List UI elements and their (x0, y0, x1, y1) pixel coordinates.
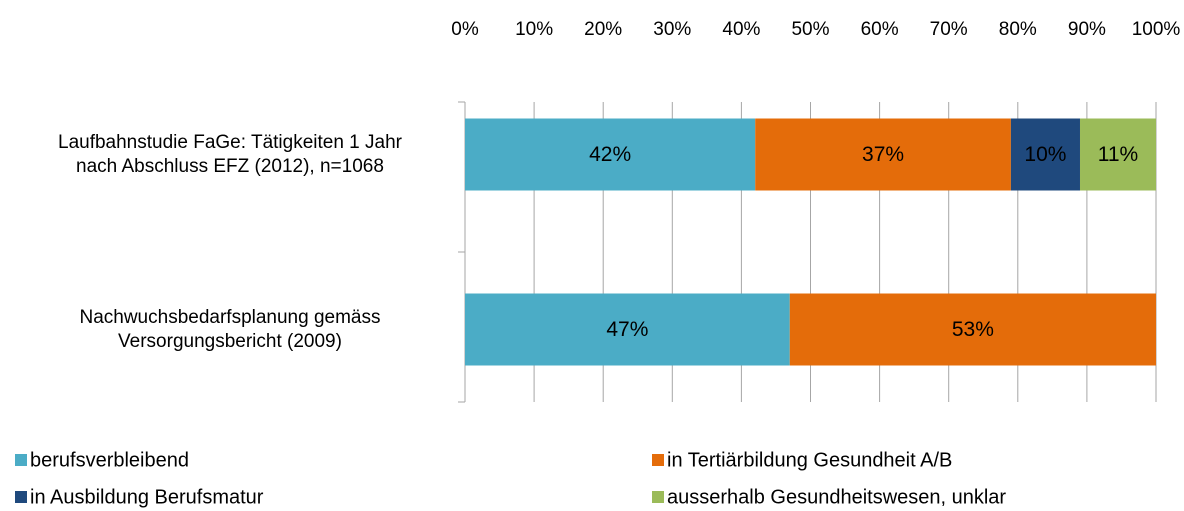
data-label: 10% (1024, 143, 1066, 166)
data-label: 42% (589, 143, 631, 166)
data-label: 53% (952, 318, 994, 341)
x-tick-label: 0% (451, 19, 479, 40)
legend-label: ausserhalb Gesundheitswesen, unklar (667, 486, 1006, 508)
x-tick-label: 90% (1068, 19, 1106, 40)
data-label: 11% (1098, 143, 1138, 166)
x-tick-label: 80% (999, 19, 1037, 40)
y-tick-label: Laufbahnstudie FaGe: Tätigkeiten 1 Jahr … (58, 131, 402, 177)
x-tick-label: 40% (722, 19, 760, 40)
legend-swatch (652, 454, 664, 466)
x-tick-label: 100% (1132, 19, 1181, 40)
bar-segment (755, 118, 1011, 191)
legend-label: in Ausbildung Berufsmatur (30, 486, 264, 508)
legend-swatch (652, 491, 664, 503)
legend-label: in Tertiärbildung Gesundheit A/B (667, 449, 952, 471)
data-label: 47% (606, 318, 648, 341)
x-tick-label: 60% (861, 19, 899, 40)
bar-segment (465, 118, 756, 191)
bar-segment (465, 293, 790, 366)
legend-label: berufsverbleibend (30, 449, 189, 471)
data-label: 37% (862, 143, 904, 166)
bar-segment (1079, 118, 1156, 191)
legend-swatch (15, 454, 27, 466)
x-tick-label: 30% (653, 19, 691, 40)
x-tick-label: 10% (515, 19, 553, 40)
x-tick-label: 50% (791, 19, 829, 40)
x-tick-label: 20% (584, 19, 622, 40)
y-tick-label: Nachwuchsbedarfsplanung gemäss Versorgun… (79, 306, 381, 352)
x-tick-label: 70% (930, 19, 968, 40)
bar-segment (789, 293, 1156, 366)
bar-segment (1010, 118, 1080, 191)
legend-swatch (15, 491, 27, 503)
